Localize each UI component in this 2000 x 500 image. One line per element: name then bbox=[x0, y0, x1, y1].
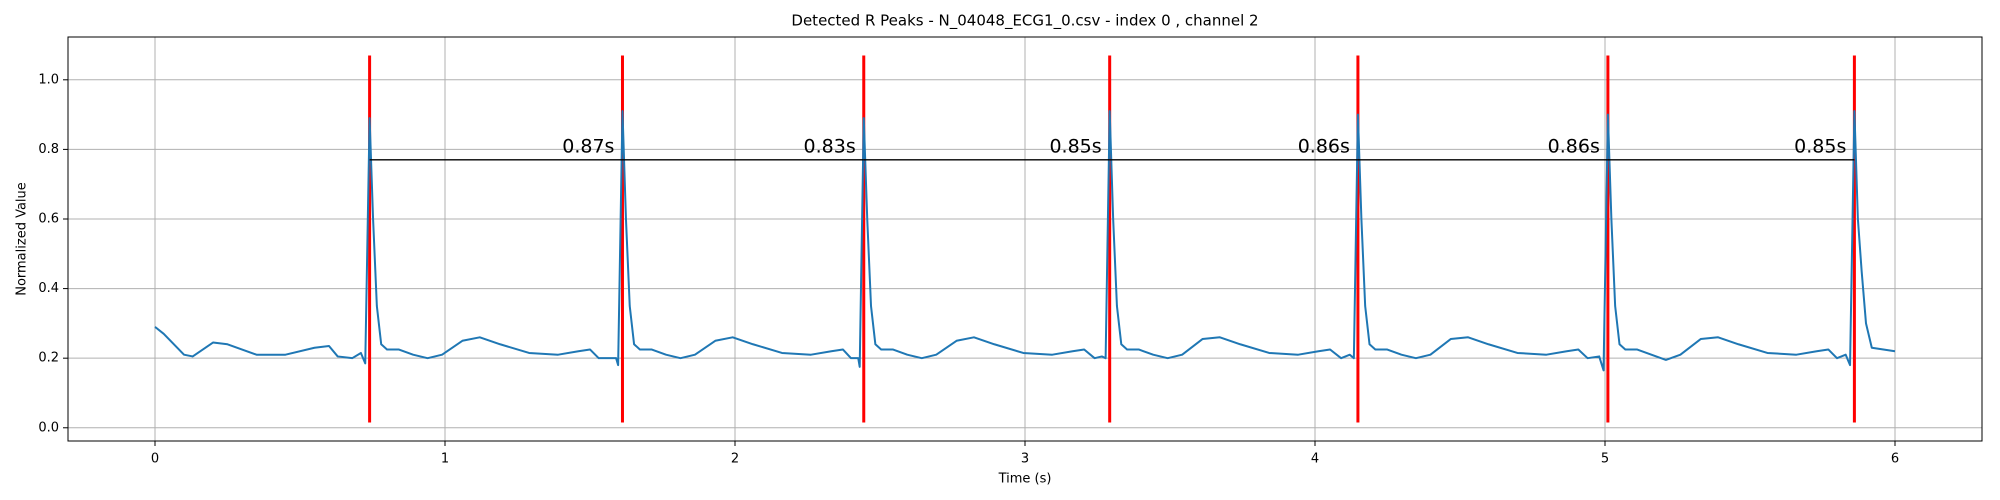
y-tick-label: 0.2 bbox=[38, 351, 59, 366]
x-tick-label: 5 bbox=[1601, 452, 1609, 467]
x-tick-label: 4 bbox=[1311, 452, 1319, 467]
rr-interval-label: 0.86s bbox=[1298, 135, 1350, 157]
rr-interval-label: 0.83s bbox=[804, 135, 856, 157]
chart-title: Detected R Peaks - N_04048_ECG1_0.csv - … bbox=[791, 12, 1258, 31]
y-axis-label: Normalized Value bbox=[15, 182, 30, 296]
y-tick-label: 1.0 bbox=[38, 72, 59, 87]
y-tick-label: 0.4 bbox=[38, 281, 59, 296]
y-tick-label: 0.8 bbox=[38, 142, 59, 157]
y-tick-label: 0.6 bbox=[38, 211, 59, 226]
rr-interval-label: 0.87s bbox=[562, 135, 614, 157]
x-tick-label: 1 bbox=[441, 452, 449, 467]
x-axis-label: Time (s) bbox=[998, 472, 1052, 487]
x-tick-label: 0 bbox=[151, 452, 159, 467]
rr-interval-label: 0.85s bbox=[1794, 135, 1846, 157]
x-tick-label: 6 bbox=[1891, 452, 1899, 467]
plot-frame bbox=[67, 36, 1983, 442]
x-tick-label: 2 bbox=[731, 452, 739, 467]
y-tick-label: 0.0 bbox=[38, 420, 59, 435]
signal-line bbox=[154, 110, 1896, 372]
rr-interval-label: 0.86s bbox=[1548, 135, 1600, 157]
x-tick-label: 3 bbox=[1021, 452, 1029, 467]
rr-interval-label: 0.85s bbox=[1049, 135, 1101, 157]
